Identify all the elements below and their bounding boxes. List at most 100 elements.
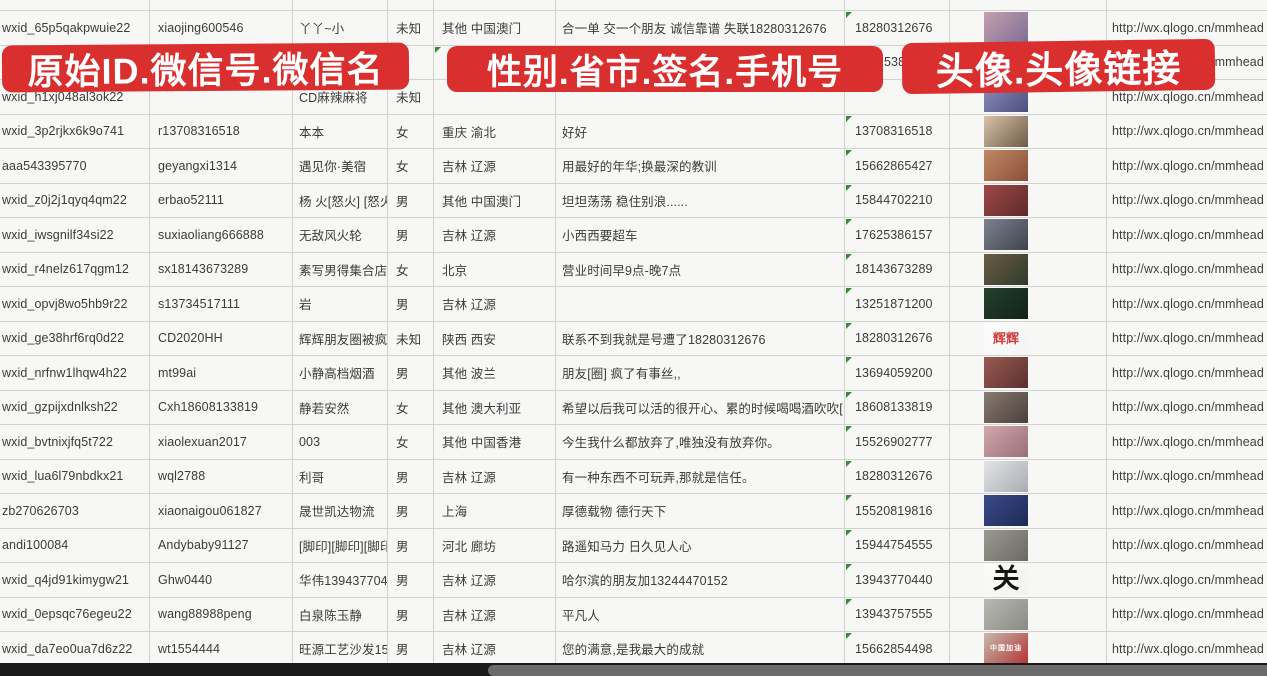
cell-wechat-id[interactable]: geyangxi1314 <box>150 149 293 183</box>
cell-signature[interactable]: 厚德载物 德行天下 <box>556 494 845 528</box>
cell-gender[interactable]: 男 <box>388 632 434 666</box>
cell-wechat-id[interactable]: wql2788 <box>150 459 293 493</box>
cell-avatar-link[interactable]: http://wx.qlogo.cn/mmhead <box>1112 572 1264 587</box>
cell-avatar[interactable] <box>950 218 1107 252</box>
cell-phone[interactable]: 15662854498 <box>845 632 950 666</box>
cell-province-city[interactable]: 吉林 辽源 <box>434 632 556 666</box>
cell-wechat-name[interactable]: 利哥 <box>293 459 388 493</box>
empty-cell[interactable] <box>1107 0 1267 10</box>
cell-phone[interactable] <box>845 80 950 114</box>
cell-phone[interactable]: 15526902777 <box>845 425 950 459</box>
cell-signature[interactable]: 好好 <box>556 114 845 148</box>
cell-avatar[interactable]: 辉辉 <box>950 321 1107 355</box>
cell-signature[interactable]: 小西西要超车 <box>556 218 845 252</box>
cell-gender[interactable]: 女 <box>388 425 434 459</box>
cell-wechat-name[interactable]: CD麻辣麻将 <box>293 80 388 114</box>
cell-signature[interactable]: 用最好的年华;换最深的教训 <box>556 149 845 183</box>
cell-province-city[interactable]: 重庆 渝北 <box>434 114 556 148</box>
cell-phone[interactable]: 15844702210 <box>845 183 950 217</box>
cell-original-id[interactable]: wxid_h1xj048al3ok22 <box>0 80 150 114</box>
cell-avatar-link[interactable]: http://wx.qlogo.cn/mmhead <box>1112 89 1264 104</box>
cell-original-id[interactable]: wxid_3p2rjkx6k9o741 <box>0 114 150 148</box>
cell-wechat-name[interactable]: 静若安然 <box>293 390 388 424</box>
cell-original-id[interactable]: wxid_opvj8wo5hb9r22 <box>0 287 150 321</box>
cell-avatar[interactable] <box>950 494 1107 528</box>
cell-signature[interactable]: 希望以后我可以活的很开心、累的时候喝喝酒吹吹[ <box>556 390 845 424</box>
cell-gender[interactable]: 女 <box>388 149 434 183</box>
cell-wechat-name[interactable]: 丫丫~小 <box>293 11 388 45</box>
empty-cell[interactable] <box>293 0 388 10</box>
cell-wechat-id[interactable]: sx18143673289 <box>150 252 293 286</box>
empty-cell[interactable] <box>950 0 1107 10</box>
cell-gender[interactable]: 女 <box>388 390 434 424</box>
cell-phone[interactable]: 15944754555 <box>845 528 950 562</box>
cell-wechat-id[interactable]: xiaolexuan2017 <box>150 425 293 459</box>
cell-wechat-id[interactable]: s13734517111 <box>150 287 293 321</box>
cell-province-city[interactable]: 其他 中国澳门 <box>434 11 556 45</box>
cell-signature[interactable]: 朋友[圈] 疯了有事丝,, <box>556 356 845 390</box>
cell-province-city[interactable]: 吉林 辽源 <box>434 597 556 631</box>
cell-signature[interactable]: 路遥知马力 日久见人心 <box>556 528 845 562</box>
cell-wechat-id[interactable]: suxiaoliang666888 <box>150 218 293 252</box>
cell-phone[interactable]: 18608133819 <box>845 390 950 424</box>
cell-avatar-link[interactable]: http://wx.qlogo.cn/mmhead <box>1112 607 1264 622</box>
cell-gender[interactable]: 女 <box>388 114 434 148</box>
cell-wechat-name[interactable]: 无敌风火轮 <box>293 218 388 252</box>
cell-avatar[interactable]: 关 <box>950 563 1107 597</box>
cell-wechat-id[interactable]: Ghw0440 <box>150 563 293 597</box>
cell-province-city[interactable]: 吉林 辽源 <box>434 149 556 183</box>
bottom-scrollbar[interactable] <box>488 665 1267 676</box>
cell-gender[interactable]: 男 <box>388 459 434 493</box>
cell-original-id[interactable]: wxid_65p5qakpwuie22 <box>0 11 150 45</box>
cell-wechat-name[interactable]: 素写男得集合店 <box>293 252 388 286</box>
cell-avatar-link[interactable]: http://wx.qlogo.cn/mmhead <box>1112 503 1264 518</box>
cell-phone[interactable]: 13943770440 <box>845 563 950 597</box>
cell-wechat-name[interactable]: 旺源工艺沙发15662854 <box>293 632 388 666</box>
cell-original-id[interactable]: wxid_q4jd91kimygw21 <box>0 563 150 597</box>
cell-original-id[interactable]: wxid_da7eo0ua7d6z22 <box>0 632 150 666</box>
cell-province-city[interactable]: 其他 澳大利亚 <box>434 390 556 424</box>
cell-signature[interactable]: 合一单 交一个朋友 诚信靠谱 失联18280312676 <box>556 11 845 45</box>
cell-signature[interactable] <box>556 287 845 321</box>
cell-avatar[interactable] <box>950 183 1107 217</box>
empty-cell[interactable] <box>150 0 293 10</box>
cell-phone[interactable]: 13708316518 <box>845 114 950 148</box>
cell-wechat-id[interactable]: r13708316518 <box>150 114 293 148</box>
cell-avatar[interactable] <box>950 149 1107 183</box>
cell-original-id[interactable]: zb270626703 <box>0 494 150 528</box>
cell-original-id[interactable]: wxid_z0j2j1qyq4qm22 <box>0 183 150 217</box>
cell-avatar-link[interactable]: http://wx.qlogo.cn/mmhead <box>1112 158 1264 173</box>
cell-avatar-link[interactable]: http://wx.qlogo.cn/mmhead <box>1112 124 1264 139</box>
cell-avatar-link[interactable]: http://wx.qlogo.cn/mmhead <box>1112 262 1264 277</box>
cell-avatar[interactable] <box>950 390 1107 424</box>
cell-avatar-link[interactable]: http://wx.qlogo.cn/mmhead <box>1112 469 1264 484</box>
cell-gender[interactable]: 男 <box>388 287 434 321</box>
cell-phone[interactable]: 18280312676 <box>845 459 950 493</box>
cell-wechat-id[interactable]: xiaonaigou061827 <box>150 494 293 528</box>
cell-province-city[interactable]: 其他 中国澳门 <box>434 183 556 217</box>
empty-cell[interactable] <box>434 0 556 10</box>
cell-phone[interactable]: 13694059200 <box>845 356 950 390</box>
cell-original-id[interactable]: wxid_r4nelz617qgm12 <box>0 252 150 286</box>
cell-avatar[interactable] <box>950 597 1107 631</box>
cell-phone[interactable]: 18143673289 <box>845 252 950 286</box>
cell-province-city[interactable]: 上海 <box>434 494 556 528</box>
cell-gender[interactable]: 男 <box>388 183 434 217</box>
cell-wechat-name[interactable]: 岩 <box>293 287 388 321</box>
cell-avatar-link[interactable]: http://wx.qlogo.cn/mmhead <box>1112 400 1264 415</box>
cell-original-id[interactable]: wxid_gzpijxdnlksh22 <box>0 390 150 424</box>
cell-original-id[interactable]: wxid_0epsqc76egeu22 <box>0 597 150 631</box>
cell-signature[interactable]: 平凡人 <box>556 597 845 631</box>
cell-signature[interactable]: 您的满意,是我最大的成就 <box>556 632 845 666</box>
empty-cell[interactable] <box>0 0 150 10</box>
cell-signature[interactable]: 联系不到我就是号遭了18280312676 <box>556 321 845 355</box>
empty-cell[interactable] <box>556 0 845 10</box>
cell-phone[interactable]: 15662865427 <box>845 149 950 183</box>
cell-wechat-id[interactable]: erbao52111 <box>150 183 293 217</box>
cell-gender[interactable]: 未知 <box>388 11 434 45</box>
cell-original-id[interactable]: wxid_nrfnw1lhqw4h22 <box>0 356 150 390</box>
cell-avatar[interactable] <box>950 252 1107 286</box>
cell-gender[interactable]: 男 <box>388 218 434 252</box>
cell-avatar-link[interactable]: http://wx.qlogo.cn/mmhead <box>1112 331 1264 346</box>
cell-original-id[interactable]: andi100084 <box>0 528 150 562</box>
